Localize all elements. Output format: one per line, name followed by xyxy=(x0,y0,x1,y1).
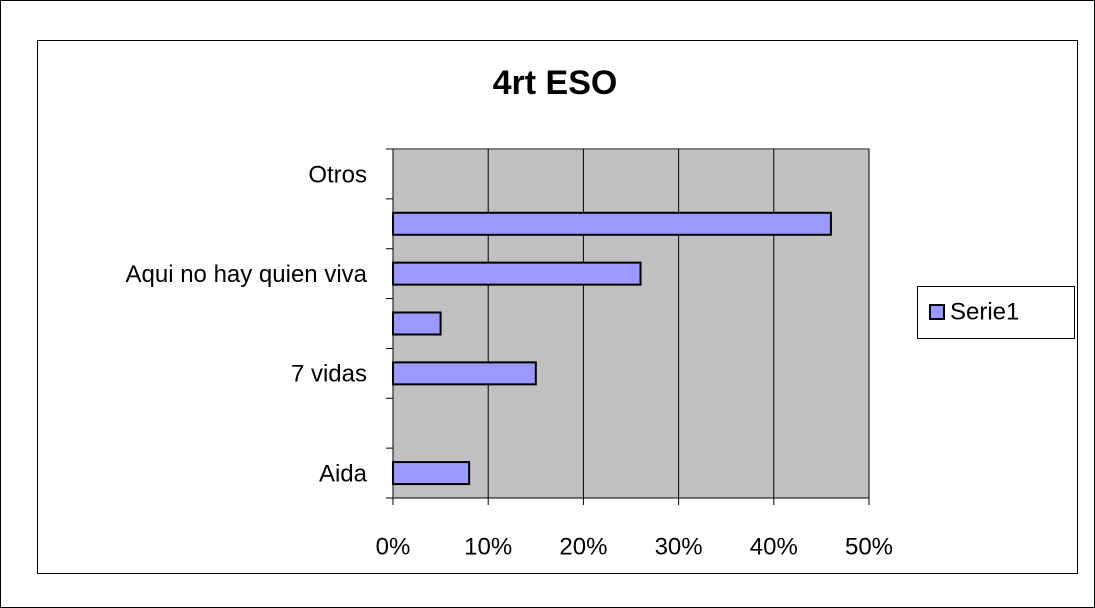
bar xyxy=(392,461,471,486)
bar xyxy=(392,361,537,386)
bar xyxy=(392,261,642,286)
plot-area xyxy=(393,150,869,498)
legend-label: Serie1 xyxy=(950,298,1019,325)
legend-swatch xyxy=(929,304,945,320)
x-tick-label: 20% xyxy=(559,533,607,560)
y-tick-label: Aida xyxy=(319,460,368,487)
x-tick-label: 40% xyxy=(750,533,798,560)
y-tick-label: Otros xyxy=(308,161,367,188)
x-tick-label: 50% xyxy=(845,533,893,560)
y-tick-label: Aqui no hay quien viva xyxy=(126,261,368,288)
x-tick-label: 10% xyxy=(464,533,512,560)
x-tick-label: 0% xyxy=(376,533,411,560)
chart-title: 4rt ESO xyxy=(493,64,618,102)
y-tick-label: 7 vidas xyxy=(291,361,367,388)
bar xyxy=(392,211,832,236)
bar xyxy=(392,311,442,336)
x-tick-label: 30% xyxy=(655,533,703,560)
